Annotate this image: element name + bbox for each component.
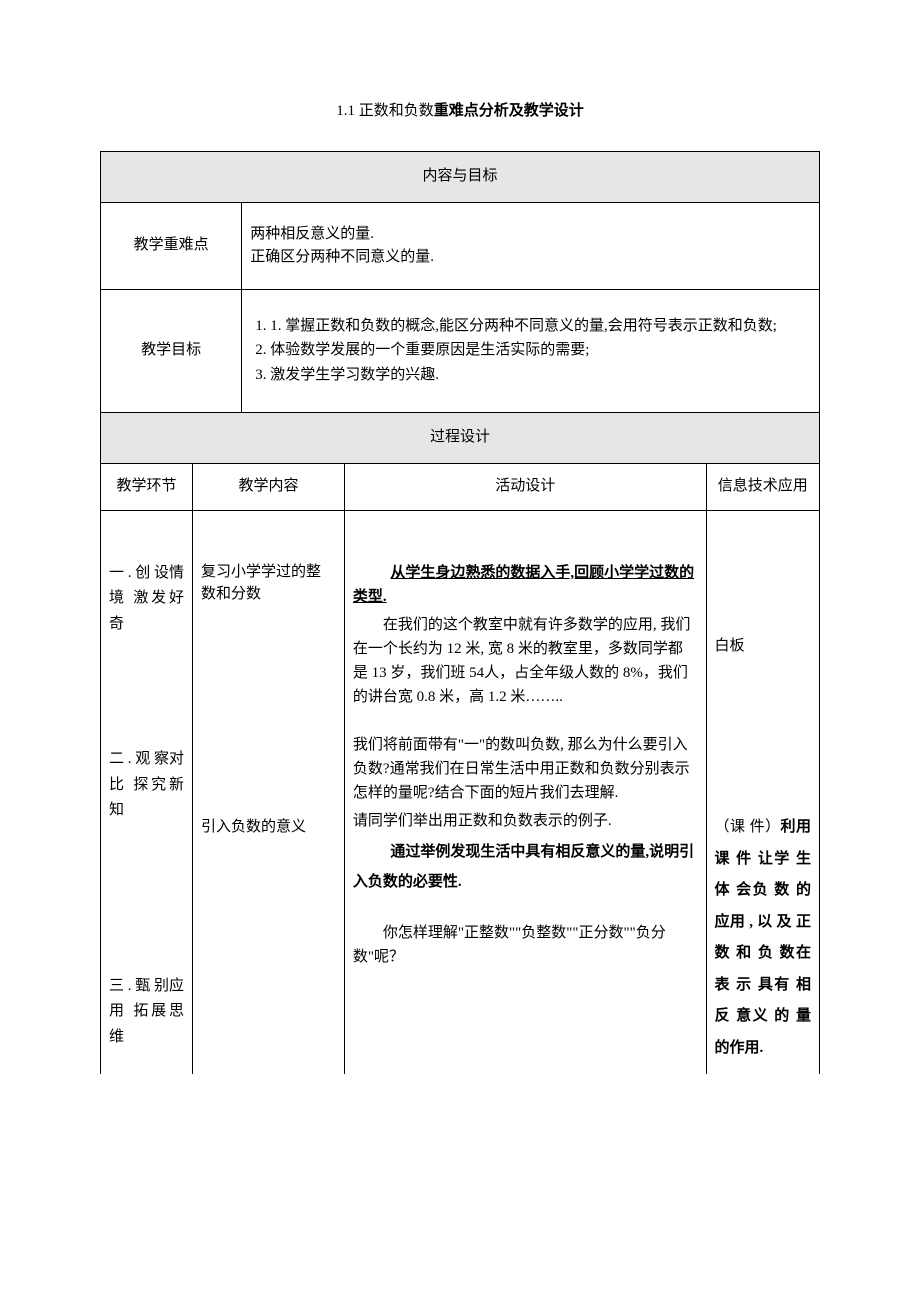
content-goals-header: 内容与目标 [101, 151, 820, 202]
objectives-label: 教学目标 [101, 289, 242, 412]
activity-cell: 从学生身边熟悉的数据入手,回顾小学学过数的类型. 在我们的这个教室中就有许多数学… [344, 510, 706, 1074]
col-content: 教学内容 [193, 463, 345, 510]
section-header-row: 过程设计 [101, 412, 820, 463]
section-header-row: 内容与目标 [101, 151, 820, 202]
objectives-list: 1. 掌握正数和负数的概念,能区分两种不同意义的量,会用符号表示正数和负数; 体… [250, 315, 811, 387]
keypoints-value: 两种相反意义的量. 正确区分两种不同意义的量. [242, 202, 820, 289]
tech-cell: 白板 （课 件）利用 课 件 让学 生 体 会负 数 的 应用 , 以 及 正数… [706, 510, 820, 1074]
keypoints-label: 教学重难点 [101, 202, 242, 289]
activity-2-p1: 我们将前面带有"一"的数叫负数, 那么为什么要引入负数?通常我们在日常生活中用正… [353, 733, 698, 805]
main-table: 内容与目标 教学重难点 两种相反意义的量. 正确区分两种不同意义的量. 教学目标… [100, 151, 820, 1075]
page: 1.1 正数和负数重难点分析及教学设计 内容与目标 教学重难点 两种相反意义的量… [0, 0, 920, 1302]
activity-3: 你怎样理解"正整数""负整数""正分数""负分数"呢？ [353, 921, 698, 969]
stage-2: 二 . 观 察对比 探究新知 [109, 747, 184, 824]
content-2: 引入负数的意义 [201, 816, 336, 839]
activity-1: 从学生身边熟悉的数据入手,回顾小学学过数的类型. 在我们的这个教室中就有许多数学… [353, 561, 698, 709]
content-1: 复习小学学过的整数和分数 [201, 561, 336, 606]
tech-2-bold: 利用 课 件 让学 生 体 会负 数 的 应用 , 以 及 正数 和 负 数在 … [715, 819, 812, 1056]
activity-2-bold: 通过举例发现生活中具有相反意义的量,说明引入负数的必要性. [353, 837, 698, 897]
activity-1-lead: 从学生身边熟悉的数据入手,回顾小学学过数的类型. [353, 565, 694, 605]
col-stage: 教学环节 [101, 463, 193, 510]
objectives-row: 教学目标 1. 掌握正数和负数的概念,能区分两种不同意义的量,会用符号表示正数和… [101, 289, 820, 412]
tech-2: （课 件）利用 课 件 让学 生 体 会负 数 的 应用 , 以 及 正数 和 … [715, 812, 812, 1064]
process-design-header: 过程设计 [101, 412, 820, 463]
document-title: 1.1 正数和负数重难点分析及教学设计 [100, 100, 820, 123]
stage-1: 一 . 创 设情境 激发好奇 [109, 561, 184, 638]
keypoints-line2: 正确区分两种不同意义的量. [250, 246, 811, 269]
title-prefix: 1.1 正数和负数 [336, 103, 434, 119]
objective-item: 体验数学发展的一个重要原因是生活实际的需要; [270, 339, 811, 362]
activity-1-body: 在我们的这个教室中就有许多数学的应用, 我们在一个长约为 12 米, 宽 8 米… [353, 613, 698, 709]
keypoints-row: 教学重难点 两种相反意义的量. 正确区分两种不同意义的量. [101, 202, 820, 289]
stage-cell: 一 . 创 设情境 激发好奇 二 . 观 察对比 探究新知 三 . 甄 别应用 … [101, 510, 193, 1074]
content-cell: 复习小学学过的整数和分数 引入负数的意义 [193, 510, 345, 1074]
tech-1: 白板 [715, 631, 812, 663]
objective-item: 激发学生学习数学的兴趣. [270, 364, 811, 387]
objective-item: 1. 掌握正数和负数的概念,能区分两种不同意义的量,会用符号表示正数和负数; [270, 315, 811, 338]
activity-3-text: 你怎样理解"正整数""负整数""正分数""负分数"呢？ [353, 921, 698, 969]
tech-2-prefix: （课 件） [715, 819, 781, 835]
col-activity: 活动设计 [344, 463, 706, 510]
keypoints-line1: 两种相反意义的量. [250, 223, 811, 246]
activity-2: 我们将前面带有"一"的数叫负数, 那么为什么要引入负数?通常我们在日常生活中用正… [353, 733, 698, 897]
column-header-row: 教学环节 教学内容 活动设计 信息技术应用 [101, 463, 820, 510]
process-body-row: 一 . 创 设情境 激发好奇 二 . 观 察对比 探究新知 三 . 甄 别应用 … [101, 510, 820, 1074]
col-tech: 信息技术应用 [706, 463, 820, 510]
activity-2-p2: 请同学们举出用正数和负数表示的例子. [353, 809, 698, 833]
stage-3: 三 . 甄 别应用 拓展思维 [109, 974, 184, 1051]
title-bold: 重难点分析及教学设计 [434, 103, 584, 119]
objectives-value: 1. 掌握正数和负数的概念,能区分两种不同意义的量,会用符号表示正数和负数; 体… [242, 289, 820, 412]
